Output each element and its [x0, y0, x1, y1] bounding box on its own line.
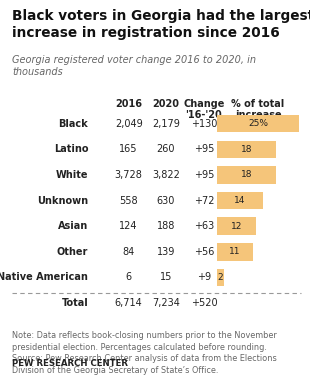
Text: Total: Total [62, 298, 88, 308]
Text: 260: 260 [157, 144, 175, 154]
Text: +63: +63 [194, 221, 214, 231]
Text: PEW RESEARCH CENTER: PEW RESEARCH CENTER [12, 359, 128, 368]
Bar [217, 115, 299, 132]
Text: 2,049: 2,049 [115, 119, 143, 129]
Text: 25%: 25% [248, 119, 268, 128]
Bar [217, 166, 276, 184]
Text: Georgia registered voter change 2016 to 2020, in
thousands: Georgia registered voter change 2016 to … [12, 55, 256, 77]
Text: +72: +72 [194, 196, 214, 205]
Text: 12: 12 [231, 222, 242, 231]
Text: Change
'16-'20: Change '16-'20 [183, 99, 225, 120]
Text: Native American: Native American [0, 273, 88, 282]
Text: 15: 15 [160, 273, 172, 282]
Text: Other: Other [57, 247, 88, 257]
Text: 188: 188 [157, 221, 175, 231]
Text: 2016: 2016 [115, 99, 142, 109]
Bar [217, 269, 224, 286]
Text: Black voters in Georgia had the largest
increase in registration since 2016: Black voters in Georgia had the largest … [12, 9, 310, 40]
Text: 18: 18 [241, 170, 252, 179]
Text: 165: 165 [119, 144, 138, 154]
Bar [217, 192, 263, 209]
Text: 6: 6 [126, 273, 132, 282]
Text: Asian: Asian [58, 221, 88, 231]
Text: % of total
increase: % of total increase [232, 99, 285, 120]
Text: 14: 14 [234, 196, 246, 205]
Text: 139: 139 [157, 247, 175, 257]
Text: 124: 124 [119, 221, 138, 231]
Text: 11: 11 [229, 247, 241, 256]
Text: +9: +9 [197, 273, 211, 282]
Text: 2,179: 2,179 [152, 119, 180, 129]
Text: +95: +95 [194, 170, 214, 180]
Bar [217, 141, 276, 158]
Text: 18: 18 [241, 145, 252, 154]
Text: White: White [56, 170, 88, 180]
Text: Latino: Latino [54, 144, 88, 154]
Text: 3,728: 3,728 [115, 170, 143, 180]
Text: Note: Data reflects book-closing numbers prior to the November
presidential elec: Note: Data reflects book-closing numbers… [12, 331, 277, 375]
Text: +130: +130 [191, 119, 217, 129]
Text: 2: 2 [218, 273, 223, 282]
Text: 3,822: 3,822 [152, 170, 180, 180]
Text: 630: 630 [157, 196, 175, 205]
Text: +95: +95 [194, 144, 214, 154]
Text: 558: 558 [119, 196, 138, 205]
Bar [217, 243, 253, 261]
Text: 84: 84 [122, 247, 135, 257]
Text: +520: +520 [191, 298, 217, 308]
Text: Unknown: Unknown [37, 196, 88, 205]
Text: +56: +56 [194, 247, 214, 257]
Text: 2020: 2020 [152, 99, 179, 109]
Text: 6,714: 6,714 [115, 298, 143, 308]
Bar [217, 218, 256, 235]
Text: 7,234: 7,234 [152, 298, 180, 308]
Text: Black: Black [59, 119, 88, 129]
